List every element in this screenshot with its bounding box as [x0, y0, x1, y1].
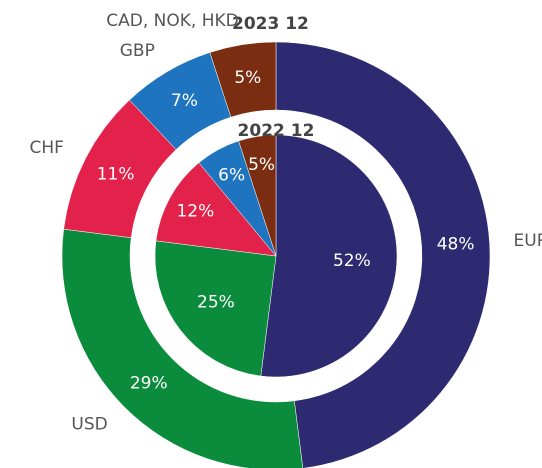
pie-slice	[260, 134, 398, 378]
pie-slice	[275, 41, 491, 468]
category-label: CAD, NOK, HKD	[106, 11, 238, 31]
category-label: GBP	[120, 41, 155, 61]
pie-slice	[61, 228, 304, 468]
value-label: 12%	[176, 202, 214, 222]
value-label: 7%	[171, 91, 198, 111]
pie-slice	[154, 240, 277, 377]
category-label: USD	[71, 414, 107, 434]
pie-slice	[238, 134, 277, 257]
pie-slice	[209, 41, 277, 118]
value-label: 52%	[333, 251, 371, 271]
outer-title: 2023 12	[232, 14, 309, 34]
category-label: CHF	[30, 138, 64, 158]
value-label: 6%	[218, 165, 245, 185]
category-label: EUR	[514, 231, 542, 251]
value-label: 48%	[437, 235, 475, 255]
value-label: 5%	[234, 68, 261, 88]
value-label: 29%	[130, 373, 168, 393]
inner-title: 2022 12	[238, 121, 315, 141]
value-label: 5%	[248, 155, 275, 175]
pie-slice	[155, 162, 277, 257]
value-label: 11%	[97, 164, 135, 184]
value-label: 25%	[197, 293, 235, 313]
